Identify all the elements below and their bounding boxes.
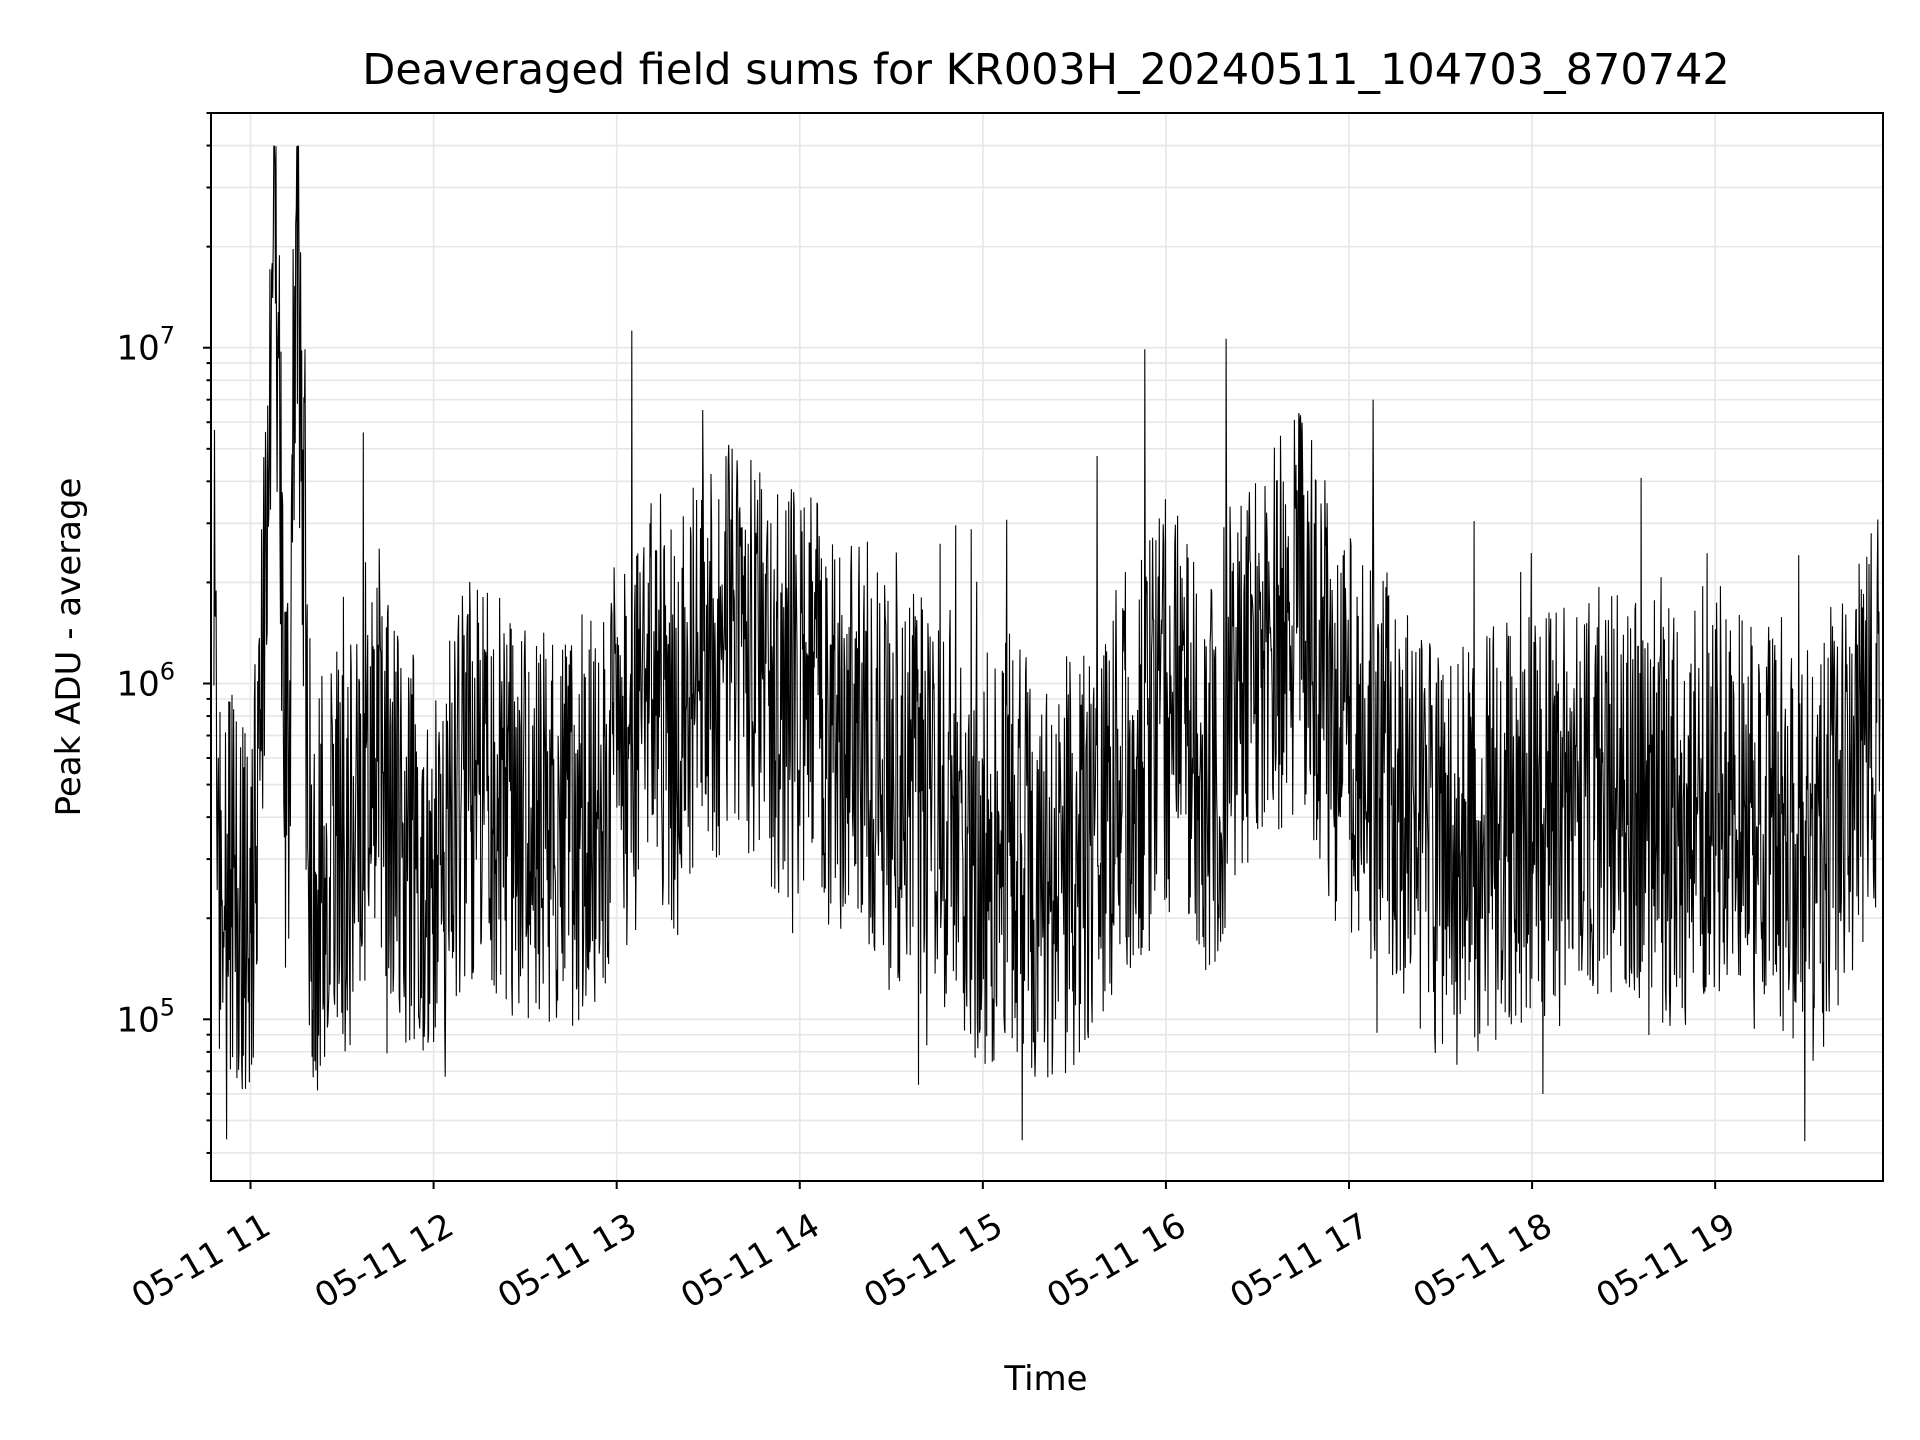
y-tick-label: 106 (116, 658, 175, 705)
plot-frame (210, 112, 1884, 1182)
chart-title: Deaveraged field sums for KR003H_2024051… (362, 45, 1730, 95)
y-tick-label: 105 (116, 993, 175, 1040)
series-layer (213, 145, 1881, 1142)
x-axis-label: Time (1003, 1359, 1087, 1399)
y-tick-label: 107 (116, 322, 175, 369)
series-line (213, 145, 1881, 1142)
y-axis-label: Peak ADU - average (49, 478, 89, 817)
